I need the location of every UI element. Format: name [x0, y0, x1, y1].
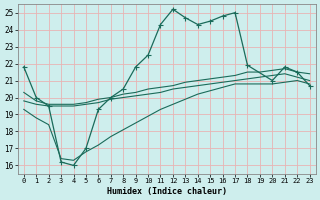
X-axis label: Humidex (Indice chaleur): Humidex (Indice chaleur) [107, 187, 227, 196]
